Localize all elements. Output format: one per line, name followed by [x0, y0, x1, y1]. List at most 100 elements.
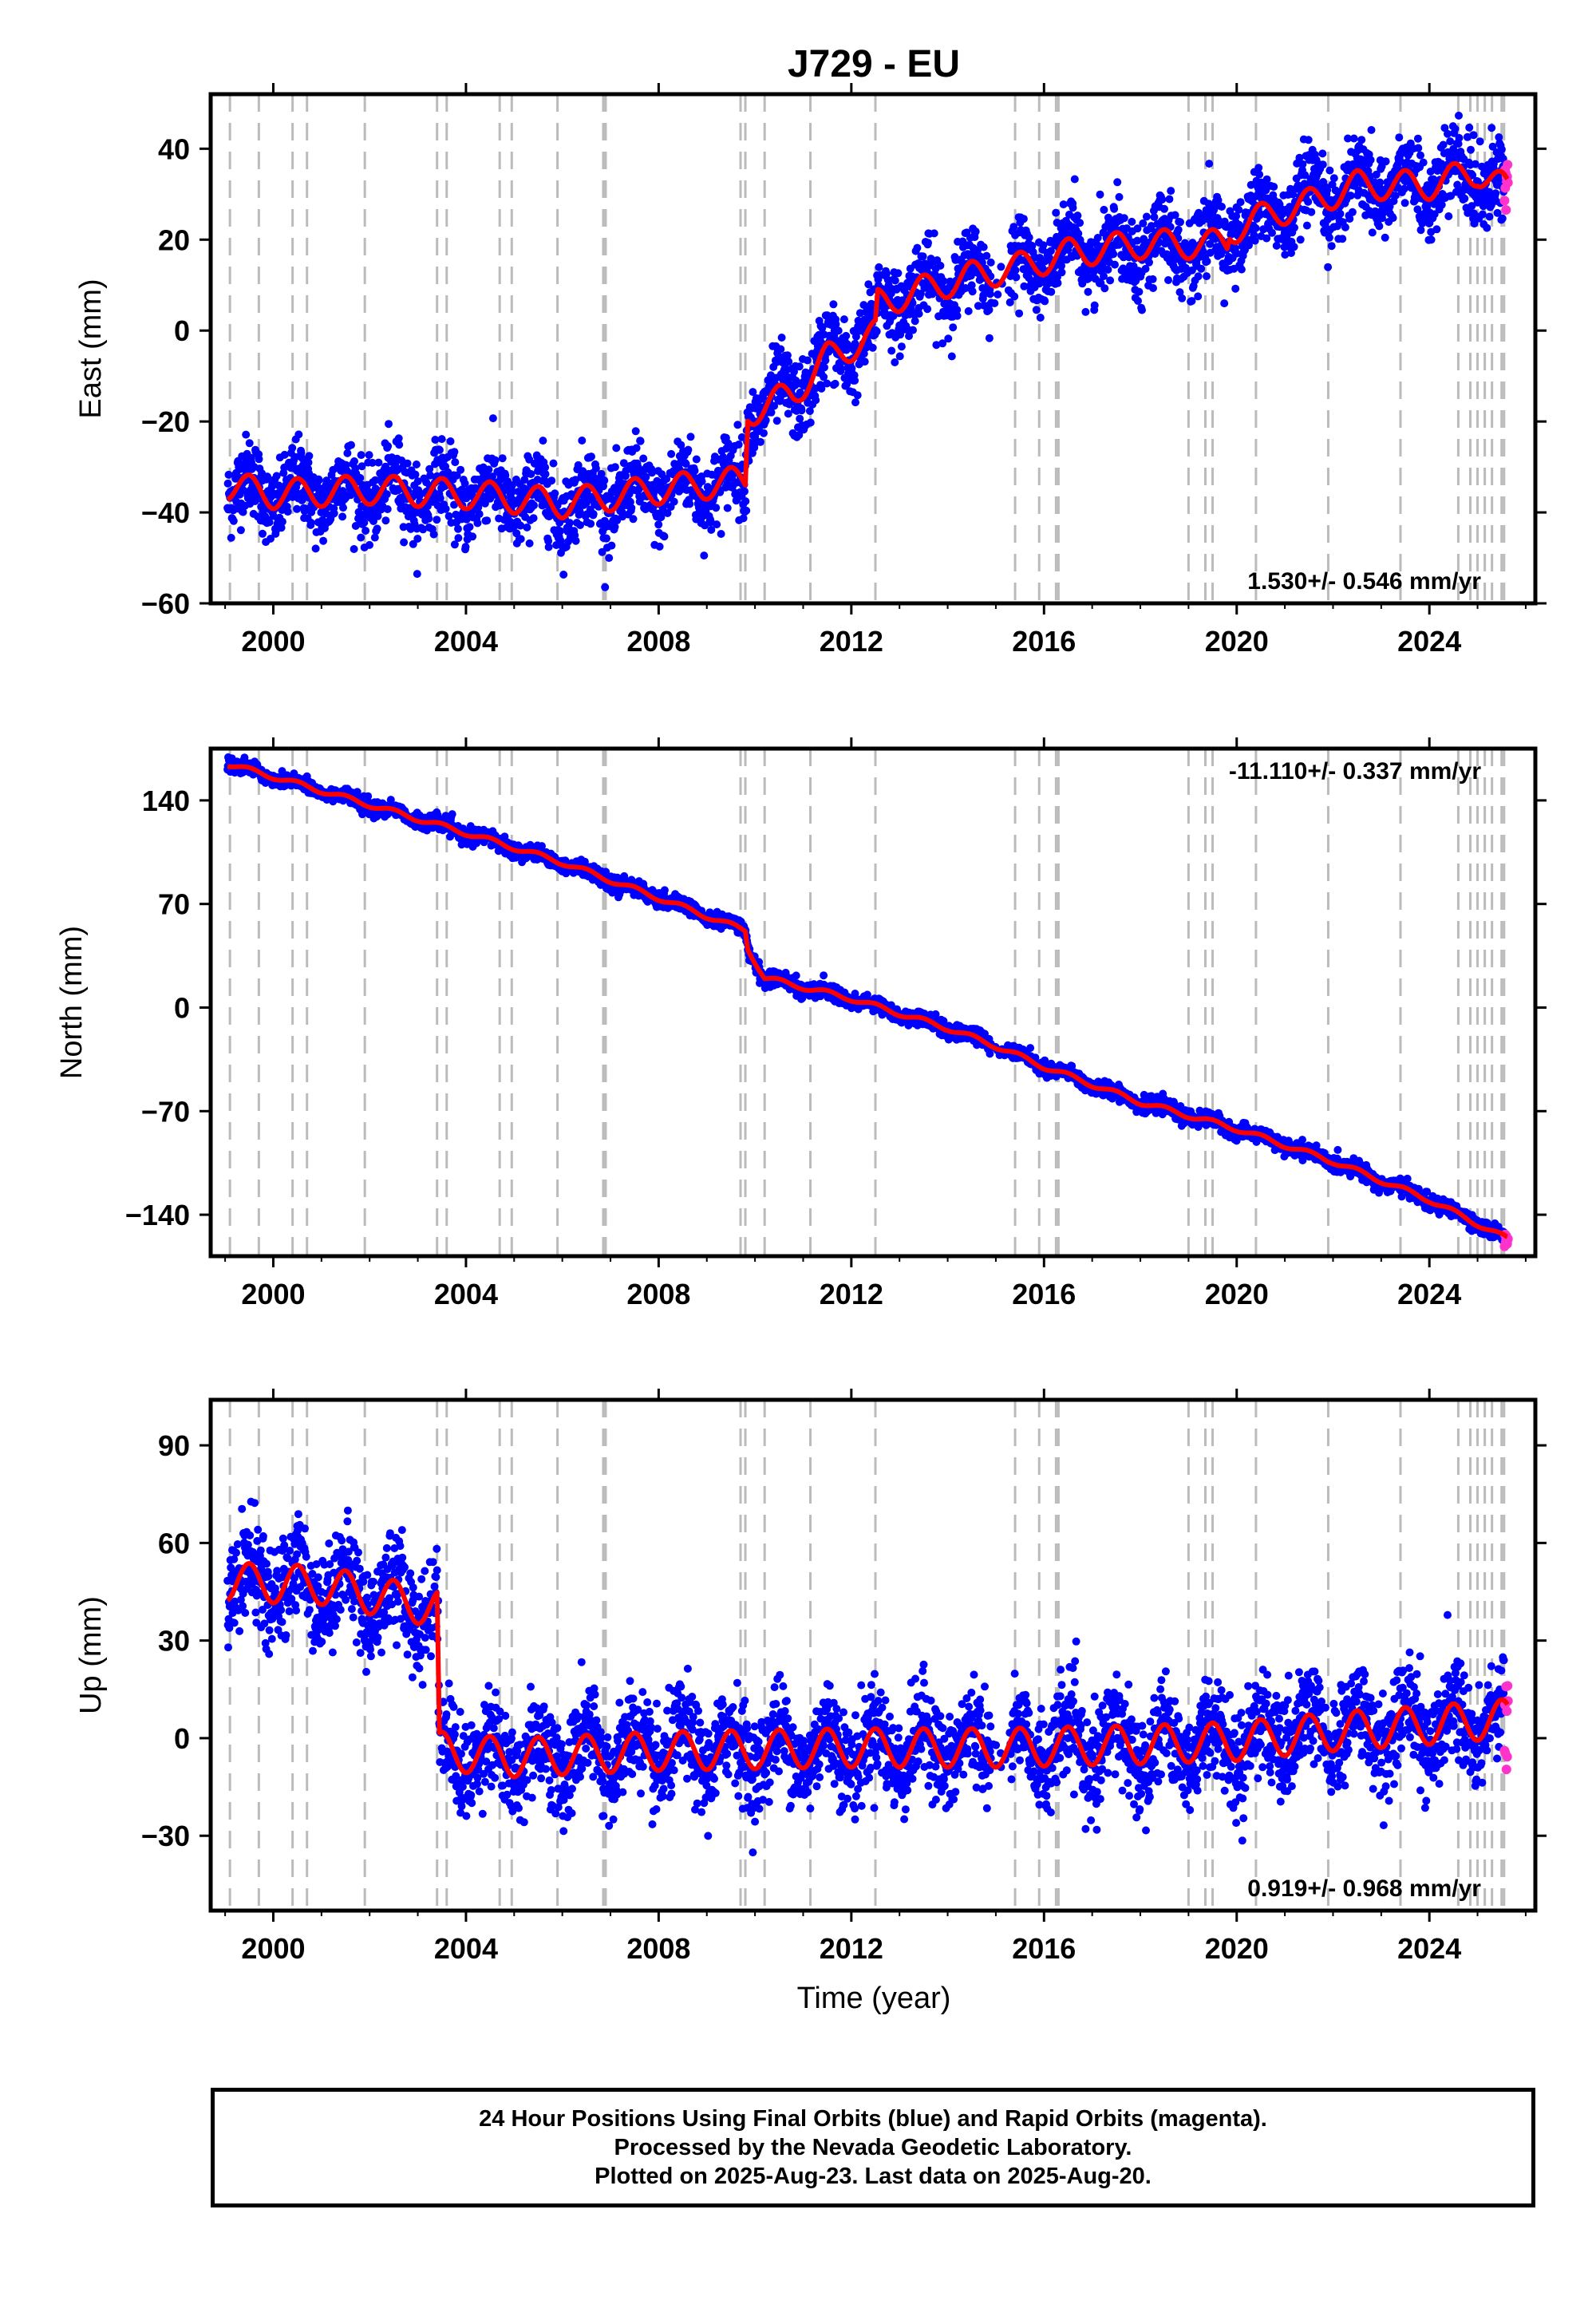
- data-point: [277, 524, 286, 532]
- data-point: [1134, 297, 1142, 305]
- data-point: [488, 414, 497, 423]
- data-point: [690, 466, 699, 475]
- data-point: [812, 396, 820, 405]
- data-point: [1497, 145, 1506, 154]
- data-point: [574, 460, 583, 469]
- data-point: [358, 462, 366, 471]
- data-point: [851, 398, 859, 407]
- data-point: [1039, 241, 1048, 250]
- data-point: [227, 533, 235, 542]
- data-point: [480, 499, 489, 508]
- data-point: [1296, 235, 1305, 244]
- data-point: [373, 512, 382, 520]
- data-point: [997, 263, 1005, 271]
- data-point: [582, 499, 591, 508]
- data-point: [1318, 160, 1327, 169]
- data-point: [834, 326, 843, 335]
- data-point: [1164, 276, 1172, 284]
- data-point: [498, 454, 507, 463]
- data-point: [1255, 170, 1264, 179]
- data-point: [853, 391, 862, 400]
- data-point: [895, 352, 904, 361]
- data-point: [784, 358, 793, 366]
- data-point: [491, 456, 500, 464]
- data-point: [760, 429, 768, 437]
- data-point: [339, 504, 347, 512]
- data-point: [1476, 137, 1484, 146]
- y-tick-label: −20: [141, 405, 190, 438]
- data-point: [575, 507, 584, 516]
- x-tick-label: 2008: [626, 625, 690, 658]
- data-point: [385, 420, 393, 429]
- data-point: [1047, 287, 1056, 296]
- data-point: [419, 525, 428, 534]
- data-point: [662, 475, 671, 483]
- data-point: [619, 459, 628, 468]
- data-point: [602, 534, 610, 543]
- data-point: [918, 252, 927, 261]
- data-point: [283, 508, 292, 516]
- data-point: [1178, 294, 1187, 302]
- data-point: [872, 327, 881, 336]
- data-point: [1349, 134, 1358, 143]
- data-point: [338, 512, 347, 521]
- data-point: [712, 504, 721, 512]
- y-tick-label: 20: [158, 223, 190, 256]
- data-point: [239, 508, 247, 516]
- data-point: [1237, 265, 1246, 274]
- rapid-point: [1501, 205, 1511, 215]
- data-point: [1469, 131, 1478, 140]
- data-point: [1148, 275, 1157, 283]
- x-tick-label: 2004: [434, 625, 498, 658]
- data-point: [692, 455, 701, 464]
- data-point: [891, 358, 899, 366]
- data-point: [1304, 136, 1313, 144]
- data-point: [1032, 306, 1041, 314]
- x-tick-label: 2024: [1397, 625, 1461, 658]
- data-point: [1150, 213, 1159, 221]
- data-point: [1145, 258, 1153, 267]
- data-point: [551, 489, 559, 498]
- data-point: [860, 358, 869, 366]
- data-point: [612, 444, 621, 453]
- data-point: [319, 536, 328, 545]
- data-point: [1290, 243, 1298, 251]
- data-point: [1416, 226, 1425, 235]
- data-point: [1368, 228, 1377, 237]
- data-point: [516, 521, 525, 530]
- data-point: [1236, 198, 1245, 207]
- data-point: [741, 487, 749, 496]
- data-point: [839, 315, 848, 324]
- data-point: [1329, 174, 1338, 183]
- data-point: [847, 364, 856, 373]
- data-point: [686, 433, 695, 441]
- data-point: [642, 472, 650, 481]
- data-point: [930, 229, 938, 238]
- data-point: [1194, 292, 1203, 301]
- data-point: [429, 530, 438, 539]
- data-point: [523, 523, 531, 532]
- data-point: [541, 470, 550, 478]
- data-point: [776, 345, 785, 354]
- data-point: [1395, 133, 1404, 142]
- y-tick-label: 40: [158, 132, 190, 165]
- panels: 2000 2004 2008 2012 2016 2020 202440200−20−40−…: [55, 83, 1547, 1965]
- data-point: [607, 541, 616, 550]
- data-point: [985, 334, 994, 342]
- data-point: [820, 373, 828, 381]
- data-point: [1197, 264, 1206, 273]
- data-point: [681, 460, 690, 468]
- data-point: [923, 305, 932, 314]
- data-point: [821, 356, 830, 365]
- data-point: [986, 290, 994, 298]
- data-point: [384, 442, 393, 450]
- data-point: [448, 810, 456, 819]
- data-point: [831, 379, 839, 388]
- data-point: [236, 526, 245, 535]
- data-point: [947, 352, 956, 361]
- data-point: [1318, 149, 1327, 158]
- data-point: [742, 506, 751, 515]
- final-orbit-points: [223, 111, 1508, 591]
- data-point: [1413, 134, 1422, 143]
